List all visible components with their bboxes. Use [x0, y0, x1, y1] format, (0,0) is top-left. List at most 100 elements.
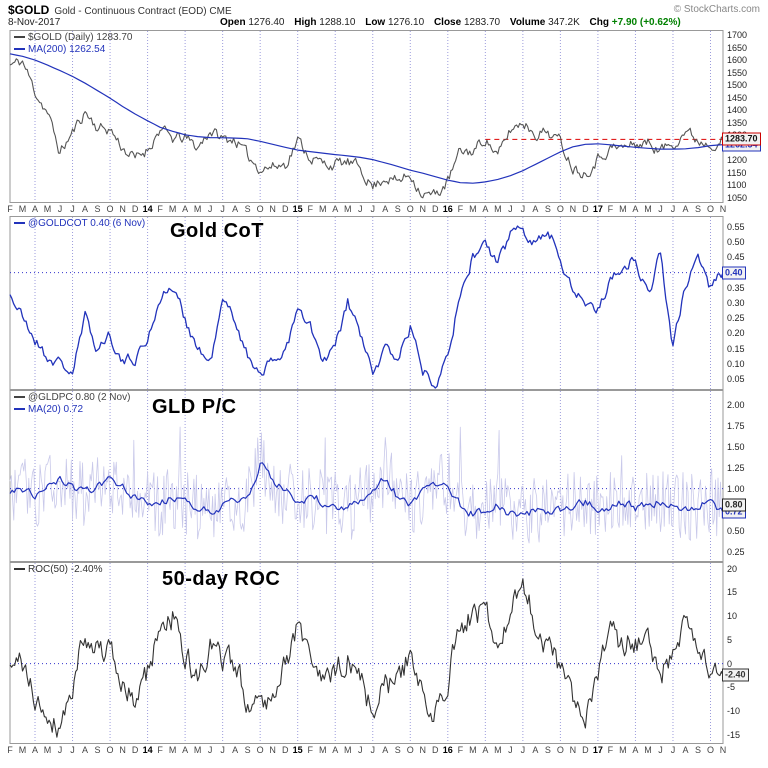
y-axis-label: 1150: [727, 167, 747, 178]
y-axis-label: 15: [727, 587, 738, 598]
line-swatch-icon: [14, 36, 25, 39]
x-axis-label: J: [57, 204, 63, 214]
y-axis-label: 2.00: [727, 399, 745, 410]
y-axis-label: 1700: [727, 30, 748, 40]
y-axis-label: 1.75: [727, 420, 745, 431]
y-axis-label: -15: [727, 729, 741, 740]
y-axis-label: 0.55: [727, 222, 745, 233]
quote-row: 8-Nov-2017 Open 1276.40 High 1288.10 Low…: [8, 17, 760, 30]
x-axis-label: M: [644, 745, 652, 755]
x-axis-label: 16: [442, 745, 453, 755]
goldcot-line: [9, 225, 724, 389]
roc-legend: ROC(50) -2.40%: [14, 564, 102, 576]
x-axis-label: A: [482, 745, 489, 755]
x-axis-label: D: [432, 745, 439, 755]
y-axis-label: 0.50: [727, 237, 745, 248]
x-axis-label: D: [131, 745, 139, 755]
last-value-badge: 0.40: [722, 266, 746, 280]
y-axis-label: 1.25: [727, 462, 745, 473]
gold-cot-panel: @GOLDCOT 0.40 (6 Nov) Gold CoT 0.05 0.10 0…: [0, 216, 768, 390]
last-value-badge: 0.80: [722, 498, 746, 512]
x-axis-label: F: [307, 745, 313, 755]
x-axis-label: M: [193, 204, 202, 214]
x-axis-label: A: [382, 745, 389, 755]
x-axis-label: J: [370, 204, 376, 214]
x-axis-label: J: [370, 745, 376, 755]
x-axis-label: J: [357, 745, 363, 755]
roc50-line: [9, 578, 724, 738]
x-axis-label: F: [307, 204, 313, 214]
legend-item-gold: $GOLD (Daily) 1283.70: [14, 32, 133, 44]
x-axis-label: N: [269, 745, 276, 755]
x-axis-label: J: [508, 745, 513, 755]
x-axis-label: J: [220, 745, 225, 755]
panel-label-gold-cot: Gold CoT: [170, 220, 264, 242]
panel-label-roc: 50-day ROC: [162, 568, 281, 590]
x-axis-label: N: [569, 745, 577, 755]
x-axis-label: S: [694, 745, 701, 755]
x-axis-label: N: [119, 204, 126, 214]
x-axis-label: N: [419, 745, 427, 755]
x-axis-label: 14: [142, 204, 153, 214]
change-value: +7.90 (+0.62%): [611, 17, 681, 28]
x-axis-label: M: [318, 204, 327, 214]
y-axis-label: 0.25: [727, 313, 745, 324]
last-value-badge: 1283.70: [722, 132, 761, 146]
x-axis-label: J: [670, 745, 676, 755]
x-axis-label: A: [532, 204, 539, 214]
x-axis-label: A: [232, 745, 239, 755]
x-axis-label: F: [457, 745, 464, 755]
y-axis-label: 1400: [727, 105, 748, 116]
gold-cot-plot: [9, 216, 724, 390]
x-axis-label: O: [556, 745, 564, 755]
x-axis-label: M: [494, 745, 502, 755]
price-plot: [9, 30, 724, 203]
x-axis-label: J: [670, 204, 676, 214]
put-call-legend: @GLDPC 0.80 (2 Nov) MA(20) 0.72: [14, 392, 130, 416]
x-axis-label: F: [607, 204, 614, 214]
legend-label-roc: ROC(50) -2.40%: [28, 564, 103, 575]
panel-border: [9, 390, 724, 562]
x-axis-label: O: [256, 204, 264, 214]
x-axis-label: D: [582, 204, 589, 214]
x-axis-label: D: [582, 745, 589, 755]
y-axis-label: 1100: [727, 180, 747, 191]
y-axis-label: 0: [727, 658, 733, 669]
x-axis-label: A: [232, 204, 239, 214]
x-axis-label: J: [520, 745, 526, 755]
y-axis-label: -10: [727, 706, 741, 717]
x-axis-label: M: [619, 204, 627, 214]
x-axis-label: J: [220, 204, 225, 214]
roc-panel: ROC(50) -2.40% 50-day ROC -15 -10 -5 0 5 10 15…: [0, 562, 768, 744]
chart-date: 8-Nov-2017: [8, 17, 61, 28]
close-label: Close: [433, 17, 462, 28]
x-axis-label: M: [343, 745, 352, 755]
x-axis-label: A: [182, 204, 189, 214]
x-axis-label: 15: [292, 745, 303, 755]
x-axis-label: M: [18, 204, 27, 214]
x-axis-label: 15: [292, 204, 303, 214]
legend-item-ma20: MA(20) 0.72: [14, 404, 130, 416]
x-axis-label: S: [244, 204, 251, 214]
x-axis-label: A: [682, 204, 689, 214]
x-axis-label: J: [207, 745, 213, 755]
y-axis-label: 1.50: [727, 441, 745, 452]
x-axis-label: A: [682, 745, 689, 755]
x-axis-label: A: [332, 204, 339, 214]
x-axis-label: F: [157, 204, 163, 214]
x-axis-label: N: [569, 204, 577, 214]
x-axis-label: M: [18, 745, 27, 755]
legend-label-gldpc: @GLDPC 0.80 (2 Nov): [28, 392, 131, 403]
line-swatch-icon: [14, 408, 25, 411]
x-axis-label: J: [357, 204, 363, 214]
gld-put-call-plot: [9, 390, 724, 562]
x-axis-label: D: [131, 204, 139, 214]
x-axis-label: M: [343, 204, 352, 214]
y-axis-label: 0.45: [727, 252, 745, 263]
legend-item-ma200: MA(200) 1262.54: [14, 44, 133, 56]
legend-label-goldcot: @GOLDCOT 0.40 (6 Nov): [28, 218, 146, 229]
ma-200-line: [9, 53, 724, 184]
panel-border: [9, 562, 724, 744]
x-axis-label: S: [544, 204, 551, 214]
x-axis-label: A: [182, 745, 189, 755]
